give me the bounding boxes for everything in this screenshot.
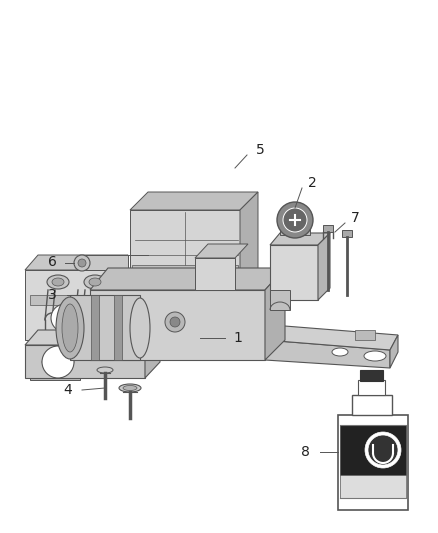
Ellipse shape bbox=[130, 298, 150, 358]
Polygon shape bbox=[355, 330, 375, 340]
Polygon shape bbox=[70, 295, 140, 360]
Text: 8: 8 bbox=[300, 445, 309, 459]
Ellipse shape bbox=[47, 275, 69, 289]
Text: 6: 6 bbox=[48, 255, 57, 269]
Ellipse shape bbox=[42, 357, 74, 367]
Ellipse shape bbox=[364, 351, 386, 361]
Polygon shape bbox=[265, 325, 398, 350]
Ellipse shape bbox=[89, 278, 101, 286]
Ellipse shape bbox=[56, 297, 84, 359]
Polygon shape bbox=[115, 255, 128, 340]
Polygon shape bbox=[145, 330, 160, 378]
Polygon shape bbox=[25, 255, 128, 270]
Text: 2: 2 bbox=[307, 176, 316, 190]
Polygon shape bbox=[240, 192, 258, 290]
Circle shape bbox=[368, 435, 398, 465]
Polygon shape bbox=[90, 268, 285, 290]
Circle shape bbox=[78, 259, 86, 267]
Circle shape bbox=[277, 202, 313, 238]
Polygon shape bbox=[114, 295, 122, 360]
Polygon shape bbox=[270, 245, 318, 300]
Text: 4: 4 bbox=[64, 383, 72, 397]
Polygon shape bbox=[340, 425, 406, 475]
Circle shape bbox=[365, 432, 401, 468]
Text: 1: 1 bbox=[233, 331, 243, 345]
Polygon shape bbox=[360, 370, 383, 381]
Text: 3: 3 bbox=[48, 288, 57, 302]
Ellipse shape bbox=[62, 304, 78, 352]
Ellipse shape bbox=[52, 278, 64, 286]
Polygon shape bbox=[390, 335, 398, 368]
Polygon shape bbox=[30, 340, 80, 360]
Polygon shape bbox=[265, 340, 390, 368]
Polygon shape bbox=[130, 210, 240, 290]
Polygon shape bbox=[195, 258, 235, 290]
Polygon shape bbox=[130, 192, 258, 210]
Polygon shape bbox=[25, 270, 115, 340]
Polygon shape bbox=[265, 268, 285, 360]
Polygon shape bbox=[25, 345, 145, 378]
Circle shape bbox=[170, 317, 180, 327]
Polygon shape bbox=[80, 255, 128, 270]
Ellipse shape bbox=[97, 367, 113, 373]
Polygon shape bbox=[352, 395, 392, 415]
Polygon shape bbox=[358, 380, 385, 395]
Circle shape bbox=[51, 304, 79, 332]
Text: 5: 5 bbox=[256, 143, 265, 157]
Polygon shape bbox=[25, 330, 160, 345]
Polygon shape bbox=[340, 475, 406, 498]
Polygon shape bbox=[338, 415, 408, 510]
Polygon shape bbox=[30, 360, 80, 380]
Circle shape bbox=[42, 346, 74, 378]
Polygon shape bbox=[30, 295, 112, 305]
Polygon shape bbox=[91, 295, 99, 360]
Ellipse shape bbox=[84, 275, 106, 289]
Text: 7: 7 bbox=[351, 211, 359, 225]
Circle shape bbox=[283, 208, 307, 232]
Polygon shape bbox=[195, 244, 248, 258]
Ellipse shape bbox=[123, 385, 137, 391]
Circle shape bbox=[165, 312, 185, 332]
Polygon shape bbox=[280, 228, 310, 235]
Circle shape bbox=[74, 255, 90, 271]
Polygon shape bbox=[90, 290, 265, 360]
Polygon shape bbox=[132, 265, 238, 275]
Polygon shape bbox=[270, 290, 290, 310]
Ellipse shape bbox=[119, 384, 141, 392]
Polygon shape bbox=[318, 233, 330, 300]
Polygon shape bbox=[323, 225, 333, 232]
Ellipse shape bbox=[332, 348, 348, 356]
Polygon shape bbox=[270, 233, 330, 245]
Polygon shape bbox=[342, 230, 352, 237]
